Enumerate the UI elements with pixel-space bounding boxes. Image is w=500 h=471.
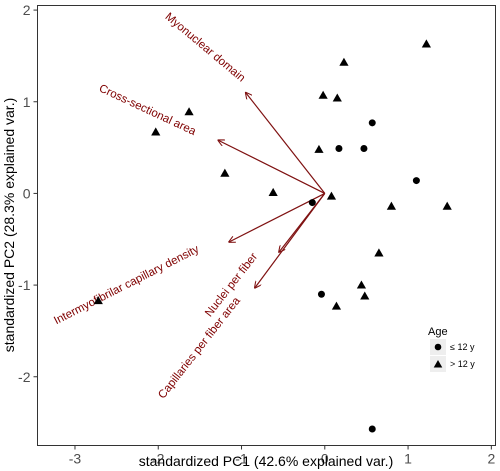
y-axis-title: standardized PC2 (28.3% explained var.) xyxy=(1,98,17,352)
y-tick-label: 2 xyxy=(23,2,31,18)
legend-triangle-marker xyxy=(433,360,443,368)
data-point-triangle xyxy=(220,168,230,177)
x-tick-label: -1 xyxy=(235,451,248,467)
x-tick-label: -2 xyxy=(152,451,165,467)
data-points xyxy=(93,39,452,433)
x-tick-label: 2 xyxy=(487,451,495,467)
vector-label: Myonuclear domain xyxy=(163,11,248,85)
legend-label-gt12: > 12 y xyxy=(450,359,475,369)
y-tick-label: 1 xyxy=(23,94,31,110)
data-point-triangle xyxy=(326,191,337,200)
loading-arrow xyxy=(246,93,326,194)
data-point-circle xyxy=(368,425,376,433)
data-point-triangle xyxy=(151,127,161,136)
data-point-circle xyxy=(335,145,343,152)
data-point-circle xyxy=(412,177,420,185)
data-point-triangle xyxy=(184,107,194,116)
data-point-triangle xyxy=(356,280,367,289)
data-point-triangle xyxy=(314,144,324,153)
loading-arrow xyxy=(229,192,326,242)
loading-arrow xyxy=(218,140,326,194)
y-tick-label: -1 xyxy=(18,277,31,293)
data-point-triangle xyxy=(339,57,349,66)
data-point-circle xyxy=(368,119,376,127)
data-point-triangle xyxy=(360,291,370,300)
vector-label: Intermyofibrilar capillary density xyxy=(52,243,201,327)
data-point-triangle xyxy=(374,248,384,257)
data-point-triangle xyxy=(331,301,342,310)
axis-ticks: -3 -2 -1 0 1 2 -2 -1 0 1 2 xyxy=(18,2,495,466)
legend-label-le12: ≤ 12 y xyxy=(450,342,475,352)
data-point-triangle xyxy=(386,201,397,210)
legend-title: Age xyxy=(428,326,448,338)
x-tick-label: 1 xyxy=(404,451,412,467)
loading-arrow xyxy=(255,193,326,287)
x-tick-label: 0 xyxy=(321,451,329,467)
data-point-triangle xyxy=(93,296,103,305)
legend-circle-marker xyxy=(434,343,442,351)
data-point-circle xyxy=(360,145,368,152)
x-axis-title: standardized PC1 (42.6% explained var.) xyxy=(139,453,393,469)
x-tick-label: -3 xyxy=(69,451,82,467)
legend: Age ≤ 12 y > 12 y xyxy=(424,322,492,378)
data-point-triangle xyxy=(442,201,452,210)
data-point-triangle xyxy=(332,93,342,102)
panel-border xyxy=(37,5,496,446)
data-point-circle xyxy=(308,199,316,207)
data-point-triangle xyxy=(421,39,431,48)
vector-label: Cross-sectional area xyxy=(97,83,198,139)
y-tick-label: -2 xyxy=(18,369,31,385)
y-tick-label: 0 xyxy=(23,185,31,201)
data-point-circle xyxy=(317,290,325,298)
data-point-triangle xyxy=(318,90,328,99)
data-point-triangle xyxy=(268,187,278,196)
vector-label: Capillaries per fiber area xyxy=(156,295,243,402)
